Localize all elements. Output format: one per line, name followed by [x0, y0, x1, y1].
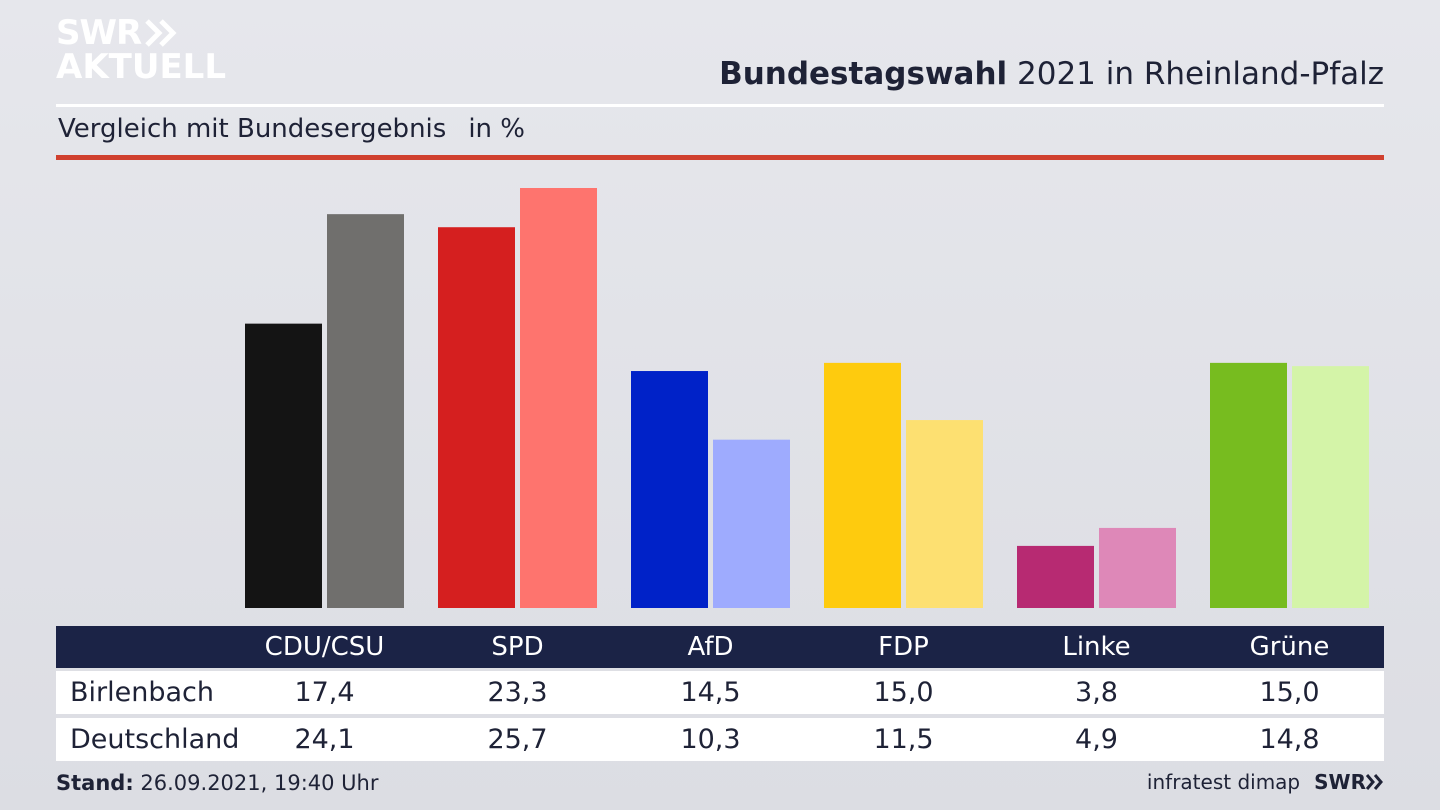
- column-header: AfD: [687, 632, 734, 662]
- bar-fdp-birlenbach: [824, 362, 901, 608]
- header-divider: [56, 104, 1384, 107]
- bar-cdu-csu-birlenbach: [245, 323, 322, 608]
- bar-chart: [245, 188, 1369, 608]
- swr-brand: SWR: [1314, 770, 1384, 794]
- table-cell: 4,9: [1075, 724, 1118, 755]
- column-header: CDU/CSU: [264, 632, 385, 662]
- source-credit: infratest dimap SWR: [1147, 770, 1384, 794]
- table-cell: 11,5: [873, 724, 934, 755]
- stand-label: Stand:: [56, 771, 134, 795]
- column-header: SPD: [491, 632, 544, 662]
- table-cell: 24,1: [294, 724, 355, 755]
- column-header: Grüne: [1249, 632, 1330, 662]
- bar-gr-ne-birlenbach: [1210, 362, 1287, 608]
- column-header: Linke: [1062, 632, 1131, 662]
- subtitle: Vergleich mit Bundesergebnis in %: [58, 114, 525, 144]
- table-header: CDU/CSU SPD AfD FDP Linke Grüne: [56, 626, 1384, 668]
- table-cell: 25,7: [487, 724, 548, 755]
- bar-spd-birlenbach: [438, 227, 515, 608]
- table-row: Deutschland 24,1 25,7 10,3 11,5 4,9 14,8: [56, 718, 1384, 761]
- source-text: infratest dimap: [1146, 770, 1301, 794]
- stand-value: 26.09.2021, 19:40 Uhr: [133, 771, 379, 795]
- double-chevron-icon: [145, 19, 179, 47]
- logo-line2: AKTUELL: [56, 47, 227, 87]
- table-cell: 14,8: [1259, 724, 1320, 755]
- row-label: Birlenbach: [70, 677, 214, 708]
- table-cell: 17,4: [294, 677, 355, 708]
- double-chevron-icon: [1366, 774, 1383, 790]
- table-cell: 15,0: [1259, 677, 1320, 708]
- brand-text: SWR: [1314, 770, 1366, 794]
- results-table: CDU/CSU SPD AfD FDP Linke Grüne Birlenbach 17,…: [56, 626, 1384, 761]
- column-header: FDP: [878, 632, 929, 662]
- title-bold: Bundestagswahl: [719, 56, 1008, 92]
- table-cell: 3,8: [1075, 677, 1118, 708]
- bar-afd-deutschland: [713, 439, 790, 608]
- table-cell: 10,3: [680, 724, 741, 755]
- logo-line1: SWR: [56, 13, 142, 53]
- accent-divider: [56, 155, 1384, 160]
- title-rest: 2021 in Rheinland-Pfalz: [1007, 56, 1384, 92]
- subtitle-text: Vergleich mit Bundesergebnis: [58, 114, 447, 144]
- table-cell: 14,5: [680, 677, 741, 708]
- row-label: Deutschland: [70, 724, 240, 755]
- table-cell: 15,0: [873, 677, 934, 708]
- bar-afd-birlenbach: [631, 371, 708, 608]
- bar-fdp-deutschland: [906, 420, 983, 608]
- bar-gr-ne-deutschland: [1292, 366, 1369, 608]
- timestamp: Stand: 26.09.2021, 19:40 Uhr: [56, 771, 379, 795]
- table-cell: 23,3: [487, 677, 548, 708]
- bar-linke-birlenbach: [1017, 545, 1094, 608]
- table-row: Birlenbach 17,4 23,3 14,5 15,0 3,8 15,0: [56, 671, 1384, 714]
- unit-label: in %: [468, 114, 525, 144]
- bar-spd-deutschland: [520, 188, 597, 608]
- bar-cdu-csu-deutschland: [327, 214, 404, 608]
- swr-aktuell-logo: SWR AKTUELL: [56, 16, 226, 84]
- bar-linke-deutschland: [1099, 527, 1176, 608]
- page-title: Bundestagswahl 2021 in Rheinland-Pfalz: [719, 56, 1384, 92]
- table-body: Birlenbach 17,4 23,3 14,5 15,0 3,8 15,0 Deutsch…: [56, 671, 1384, 761]
